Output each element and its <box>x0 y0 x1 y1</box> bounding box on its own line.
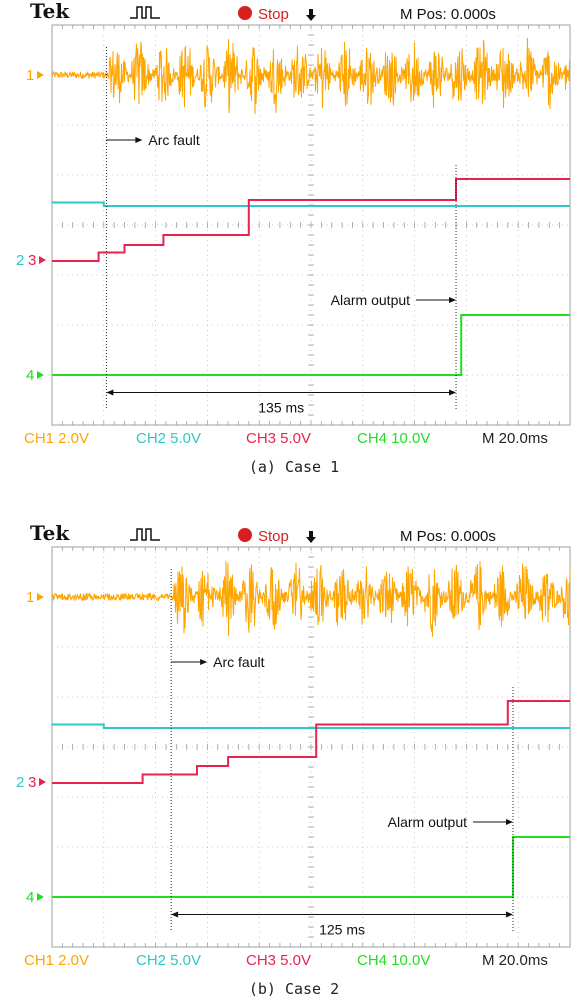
trace-ch2 <box>52 723 570 729</box>
footer-readout-4: CH4 10.0V <box>357 430 430 447</box>
interval-label: 125 ms <box>319 922 365 938</box>
footer-readout-4: CH4 10.0V <box>357 952 430 969</box>
trigger-position-arrow-icon <box>306 9 316 21</box>
footer-readout-3: CH3 5.0V <box>246 952 311 969</box>
channel-marker-label: 4 <box>26 367 34 384</box>
footer-readout-1: CH1 2.0V <box>24 430 89 447</box>
scope-panel-case-1: Tek Stop M Pos: 0.000s 1 2 3 4 Arc fault Alarm o… <box>0 0 588 455</box>
stop-indicator-icon <box>238 528 252 542</box>
channel-marker-3-label: 3 <box>28 774 36 791</box>
channel-marker-label: 1 <box>26 589 34 606</box>
channel-marker-arrow-icon <box>37 893 44 901</box>
alarm-output-label: Alarm output <box>331 292 410 308</box>
footer-readout-5: M 20.0ms <box>482 430 548 447</box>
trace-ch2 <box>52 201 570 207</box>
m-pos-readout: M Pos: 0.000s <box>400 528 496 545</box>
alarm-output-arrowhead-icon <box>449 297 457 303</box>
channel-marker-1: 1 <box>26 67 44 84</box>
footer-readout-2: CH2 5.0V <box>136 430 201 447</box>
tek-logo: Tek <box>30 0 70 23</box>
channel-marker-2-label: 2 <box>16 774 24 791</box>
trace-ch1 <box>51 37 571 114</box>
interval-left-arrowhead-icon <box>106 389 114 396</box>
channel-marker-arrow-icon <box>39 256 46 264</box>
interval-right-arrowhead-icon <box>449 389 457 396</box>
footer-readout-3: CH3 5.0V <box>246 430 311 447</box>
pulse-trigger-icon <box>130 528 160 541</box>
footer-readout-2: CH2 5.0V <box>136 952 201 969</box>
stop-indicator-icon <box>238 6 252 20</box>
channel-marker-arrow-icon <box>37 593 44 601</box>
trace-ch1 <box>51 560 571 637</box>
oscilloscope-chart-case-1: Tek Stop M Pos: 0.000s 1 2 3 4 Arc fault Alarm o… <box>16 0 571 447</box>
m-pos-readout: M Pos: 0.000s <box>400 6 496 23</box>
trace-ch4 <box>52 314 570 376</box>
trace-ch3 <box>52 700 570 784</box>
channel-marker-arrow-icon <box>37 371 44 379</box>
arc-fault-label: Arc fault <box>148 132 199 148</box>
footer-readout-1: CH1 2.0V <box>24 952 89 969</box>
alarm-output-label: Alarm output <box>388 814 467 830</box>
channel-marker-arrow-icon <box>37 71 44 79</box>
alarm-output-arrowhead-icon <box>506 819 514 825</box>
channel-marker-label: 4 <box>26 889 34 906</box>
interval-right-arrowhead-icon <box>506 911 514 918</box>
footer-readout-5: M 20.0ms <box>482 952 548 969</box>
pulse-trigger-icon <box>130 6 160 19</box>
channel-marker-3-label: 3 <box>28 252 36 269</box>
channel-marker-label: 1 <box>26 67 34 84</box>
channel-marker-3: 4 <box>26 367 44 384</box>
trigger-position-arrow-icon <box>306 531 316 543</box>
channel-marker-arrow-icon <box>39 778 46 786</box>
channel-marker-1: 1 <box>26 589 44 606</box>
channel-marker-2-label: 2 <box>16 252 24 269</box>
interval-left-arrowhead-icon <box>171 911 179 918</box>
scope-panel-case-2: Tek Stop M Pos: 0.000s 1 2 3 4 Arc fault Alarm o… <box>0 522 588 977</box>
center-ticks <box>51 546 571 948</box>
arc-fault-arrowhead-icon <box>135 137 143 143</box>
status-stop: Stop <box>258 6 289 23</box>
figure-caption-case-2: (b) Case 2 <box>248 980 340 998</box>
center-ticks <box>51 24 571 426</box>
trace-ch3 <box>52 178 570 262</box>
oscilloscope-chart-case-2: Tek Stop M Pos: 0.000s 1 2 3 4 Arc fault Alarm o… <box>16 522 571 969</box>
figure-caption-case-1: (a) Case 1 <box>248 458 340 476</box>
arc-fault-arrowhead-icon <box>200 659 208 665</box>
arc-fault-label: Arc fault <box>213 654 264 670</box>
channel-marker-3: 4 <box>26 889 44 906</box>
status-stop: Stop <box>258 528 289 545</box>
tek-logo: Tek <box>30 522 70 545</box>
interval-label: 135 ms <box>258 400 304 416</box>
